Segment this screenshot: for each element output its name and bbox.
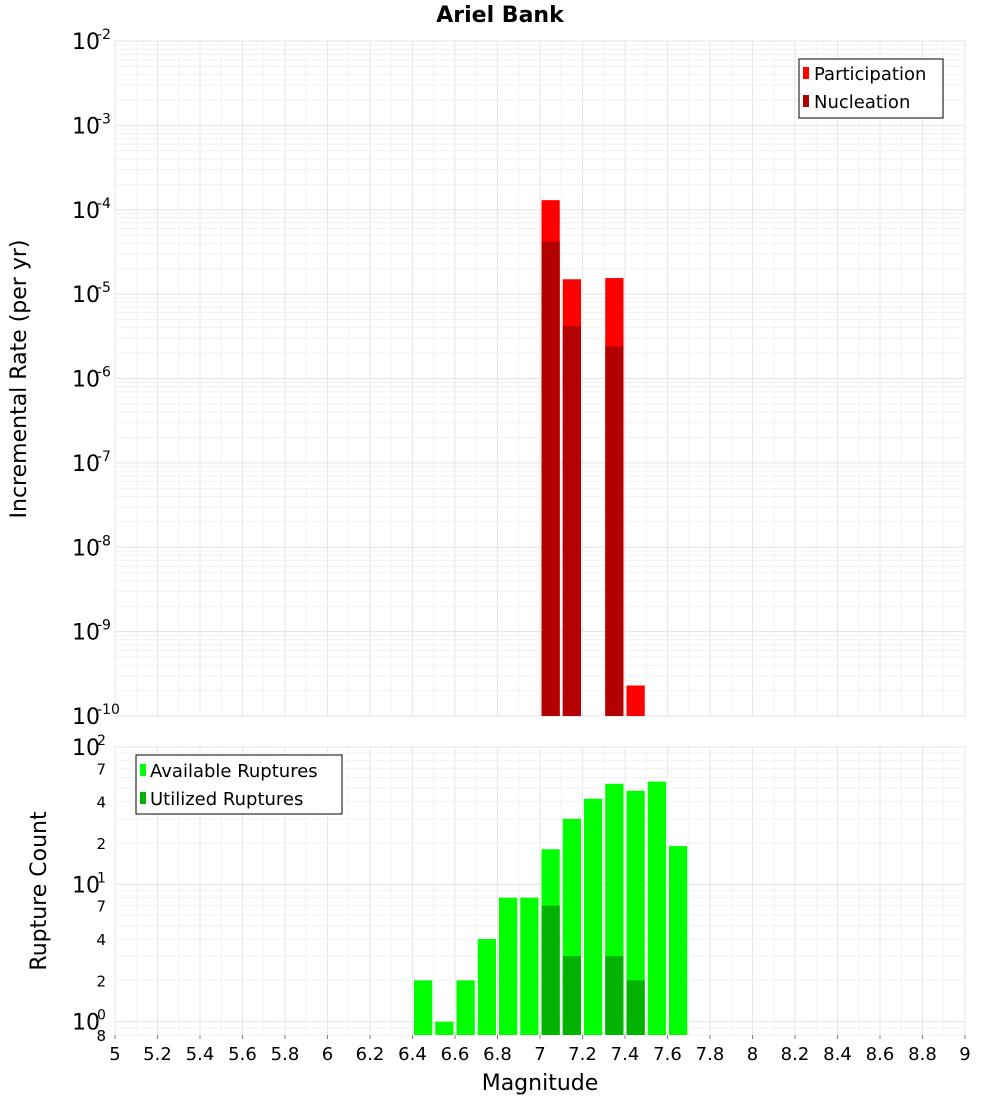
bottom-y-tick-minor: 8 [96, 1027, 106, 1045]
top-y-tick-exponent: -2 [97, 27, 111, 43]
bottom-y-tick-minor: 4 [96, 931, 106, 949]
top-y-tick-label: 10 [72, 30, 100, 55]
bar-available-ruptures-6.95 [520, 897, 539, 1035]
top-y-tick-label: 10 [72, 621, 100, 646]
x-tick-label: 5.6 [228, 1044, 257, 1065]
top-y-tick-exponent: -5 [97, 280, 111, 296]
top-y-tick-label: 10 [72, 705, 100, 730]
bar-available-ruptures-7.45 [626, 790, 645, 1035]
x-tick-label: 5.2 [143, 1044, 172, 1065]
bar-available-ruptures-6.45 [414, 980, 433, 1035]
top-y-tick-label: 10 [72, 368, 100, 393]
bar-nucleation-7.05 [541, 241, 560, 717]
top-y-tick-exponent: -4 [97, 196, 111, 212]
bottom-y-tick-label: 10 [72, 1011, 100, 1036]
x-tick-labels: 5 5.2 5.4 5.6 5.8 6 6.2 6.4 6.6 6.8 7 7.2 7.4 7.6 7.8 8… [109, 1035, 971, 1065]
legend-swatch-participation [803, 67, 809, 79]
top-y-axis-label: Incremental Rate (per yr) [7, 240, 32, 519]
bar-nucleation-7.15 [562, 325, 581, 716]
top-legend-box [798, 58, 944, 119]
top-y-tick-label: 10 [72, 536, 100, 561]
bar-available-ruptures-7.25 [584, 798, 603, 1035]
bottom-legend: Available Ruptures Utilized Ruptures [135, 754, 343, 815]
bar-utilized-ruptures-7.05 [541, 905, 560, 1035]
bottom-y-tick-minor: 7 [96, 898, 106, 916]
top-y-tick-exponent: -10 [97, 702, 120, 718]
top-legend: Participation Nucleation [798, 58, 944, 119]
x-tick-label: 8.2 [781, 1044, 810, 1065]
top-y-tick-exponent: -9 [97, 618, 111, 634]
bottom-y-tick-exponent: 2 [97, 733, 106, 749]
top-y-tick-exponent: -3 [97, 111, 111, 127]
x-tick-label: 6.6 [441, 1044, 470, 1065]
x-tick-label: 8.6 [866, 1044, 895, 1065]
x-tick-label: 6.8 [483, 1044, 512, 1065]
x-tick-label: 7.2 [568, 1044, 597, 1065]
bar-utilized-ruptures-7.45 [626, 980, 645, 1035]
x-tick-label: 6.2 [356, 1044, 385, 1065]
x-tick-label: 7.8 [696, 1044, 725, 1065]
x-tick-label: 5 [109, 1044, 120, 1065]
legend-swatch-utilized [140, 792, 146, 804]
bottom-y-tick-minor: 2 [96, 835, 106, 853]
chart-title: Ariel Bank [436, 3, 565, 28]
x-tick-label: 7.4 [611, 1044, 640, 1065]
bar-utilized-ruptures-7.35 [605, 956, 624, 1035]
top-y-tick-exponent: -8 [97, 533, 111, 549]
x-tick-label: 5.8 [271, 1044, 300, 1065]
x-tick-label: 8 [747, 1044, 758, 1065]
legend-label-participation: Participation [814, 64, 926, 85]
x-tick-label: 7 [534, 1044, 545, 1065]
bottom-y-tick-exponent: 0 [97, 1008, 106, 1024]
bottom-y-tick-minor: 7 [96, 760, 106, 778]
bottom-bars [414, 781, 688, 1035]
bar-available-ruptures-6.85 [499, 897, 518, 1035]
top-gridlines [114, 40, 966, 717]
x-tick-label: 6.4 [398, 1044, 427, 1065]
x-tick-label: 8.8 [908, 1044, 937, 1065]
bar-available-ruptures-6.75 [477, 939, 496, 1035]
top-bars [541, 200, 645, 717]
legend-label-utilized: Utilized Ruptures [150, 789, 303, 810]
x-tick-label: 5.4 [186, 1044, 215, 1065]
bar-available-ruptures-6.65 [456, 980, 475, 1035]
bottom-legend-box [135, 754, 343, 815]
bar-available-ruptures-7.55 [647, 781, 666, 1035]
bottom-y-tick-label: 10 [72, 736, 100, 761]
bottom-y-tick-minor: 4 [96, 794, 106, 812]
bottom-y-tick-label: 10 [72, 873, 100, 898]
x-tick-label: 8.4 [823, 1044, 852, 1065]
top-y-tick-label: 10 [72, 199, 100, 224]
top-y-tick-exponent: -7 [97, 449, 111, 465]
bottom-y-tick-exponent: 1 [97, 870, 106, 886]
x-tick-label: 9 [959, 1044, 970, 1065]
x-tick-label: 6 [322, 1044, 333, 1065]
bar-available-ruptures-6.55 [435, 1021, 454, 1035]
top-y-tick-label: 10 [72, 283, 100, 308]
legend-swatch-nucleation [803, 95, 809, 107]
legend-label-available: Available Ruptures [150, 761, 318, 782]
bar-nucleation-7.35 [605, 346, 624, 716]
legend-label-nucleation: Nucleation [814, 92, 910, 113]
bar-participation-7.45 [626, 685, 645, 716]
top-y-tick-label: 10 [72, 114, 100, 139]
legend-swatch-available [140, 764, 146, 776]
bar-utilized-ruptures-7.15 [562, 956, 581, 1035]
top-y-tick-exponent: -6 [97, 365, 111, 381]
bar-available-ruptures-7.65 [669, 846, 688, 1035]
bottom-y-tick-minor: 2 [96, 972, 106, 990]
bottom-y-axis-label: Rupture Count [27, 811, 52, 971]
x-tick-label: 7.6 [653, 1044, 682, 1065]
top-y-tick-label: 10 [72, 452, 100, 477]
x-axis-label: Magnitude [482, 1071, 599, 1096]
